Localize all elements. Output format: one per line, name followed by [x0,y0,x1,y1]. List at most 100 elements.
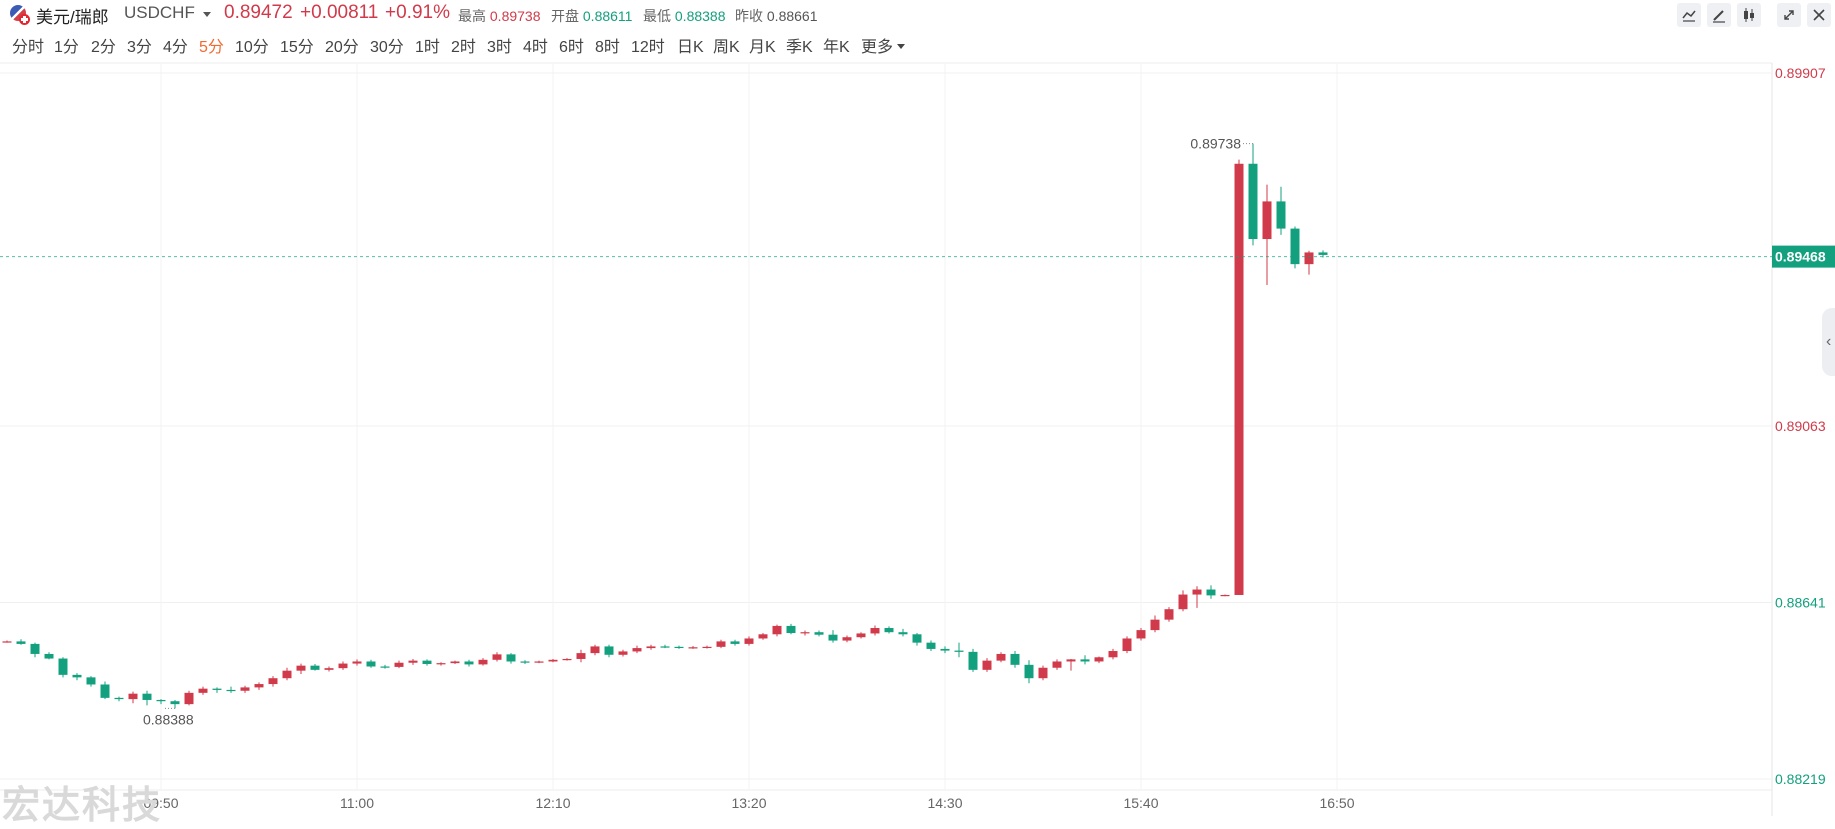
candle-body [926,642,936,649]
stat-prev-close-label: 昨收 [735,8,763,24]
candle-body [1164,609,1174,620]
candle [1206,585,1216,599]
tab-period-4min[interactable]: 4分 [163,39,188,56]
candle [352,659,362,666]
candle [926,640,936,652]
candle-body [1052,661,1062,668]
current-price-label: 0.89468 [1775,249,1826,265]
candle [744,636,754,646]
candle [1276,186,1286,235]
stat-high: 最高 0.89738 [458,6,541,26]
candle [1108,648,1118,660]
candle [226,686,236,693]
candle-body [380,666,390,668]
more-periods-dropdown[interactable]: 更多 [861,39,894,56]
candle [814,630,824,637]
expand-icon[interactable] [1777,3,1801,27]
stat-open-value: 0.88611 [582,8,633,24]
candle-body [100,684,110,698]
tab-period-1h[interactable]: 1时 [415,39,440,56]
candle-body [408,660,418,663]
symbol-name[interactable]: 美元/瑞郎 [36,8,109,27]
last-price: 0.89472 [224,2,293,23]
indicator-icon[interactable] [1677,3,1701,27]
candle-body [702,646,712,649]
candle [786,623,796,635]
stat-low-value: 0.88388 [674,8,726,24]
candle [954,642,964,658]
stat-low: 最低 0.88388 [643,6,726,26]
candle-body [618,651,628,655]
tab-period-day[interactable]: 日K [677,39,704,56]
candle [240,685,250,693]
candle-body [828,634,838,641]
candle [730,639,740,646]
candle [142,690,152,706]
candle-body [142,693,152,700]
tab-period-2min[interactable]: 2分 [91,39,116,56]
tab-period-15min[interactable]: 15分 [280,39,314,56]
candle-body [44,653,54,659]
candle [576,649,586,663]
candle-body [856,633,866,638]
tab-period-2h[interactable]: 2时 [451,39,476,56]
x-tick-label: 15:40 [1123,795,1158,811]
candle-body [1136,630,1146,639]
candle-body [1038,667,1048,679]
stat-high-value: 0.89738 [489,8,541,24]
candle [604,644,614,658]
more-periods-caret-icon[interactable] [897,44,905,49]
tab-period-quarter[interactable]: 季K [786,39,813,56]
candle-body [814,632,824,635]
candle [968,648,978,672]
candle [856,632,866,639]
tab-period-3h[interactable]: 3时 [487,39,512,56]
candle [646,644,656,650]
candle-body [506,654,516,662]
side-panel-handle[interactable] [1822,308,1835,376]
chevron-left-icon[interactable]: ‹ [1826,333,1832,350]
tab-period-5min[interactable]: 5分 [199,39,224,56]
candle-body [534,661,544,663]
draw-icon[interactable] [1707,3,1731,27]
candle-style-icon[interactable] [1737,3,1761,27]
candle-body [310,665,320,670]
tab-period-6h[interactable]: 6时 [559,39,584,56]
candle-body [982,660,992,670]
tab-period-3min[interactable]: 3分 [127,39,152,56]
symbol-code[interactable]: USDCHF [124,3,195,22]
candle-body [1178,594,1188,610]
candle-body [422,660,432,664]
stat-open: 开盘 0.88611 [551,6,632,26]
candle-body [324,668,334,670]
candle-body [72,674,82,678]
candle [128,691,138,704]
tab-period-4h[interactable]: 4时 [523,39,548,56]
tab-period-month[interactable]: 月K [749,39,776,56]
tab-period-1min[interactable]: 1分 [54,39,79,56]
candle-body [1150,619,1160,631]
tab-period-year[interactable]: 年K [823,39,850,56]
tab-period-8h[interactable]: 8时 [595,39,620,56]
x-tick-label: 11:00 [340,795,374,811]
tab-period-30min[interactable]: 30分 [370,39,404,56]
candle-body [688,647,698,649]
tab-period-20min[interactable]: 20分 [325,39,359,56]
candle-body [366,661,376,667]
candle-body [1262,201,1272,240]
candle-body [520,661,530,663]
candle-body [590,646,600,654]
symbol-dropdown-icon[interactable] [203,12,211,17]
candle [170,699,180,709]
tab-period-12h[interactable]: 12时 [631,39,665,56]
close-icon[interactable] [1807,3,1831,27]
candle [842,635,852,643]
tab-period-intraday[interactable]: 分时 [12,39,45,56]
tab-period-10min[interactable]: 10分 [235,39,269,56]
candle-body [156,699,166,702]
tab-period-week[interactable]: 周K [713,39,740,56]
candle-body [338,663,348,669]
stat-prev-close: 昨收 0.88661 [735,6,818,26]
candle-body [632,648,642,652]
candle [828,630,838,643]
